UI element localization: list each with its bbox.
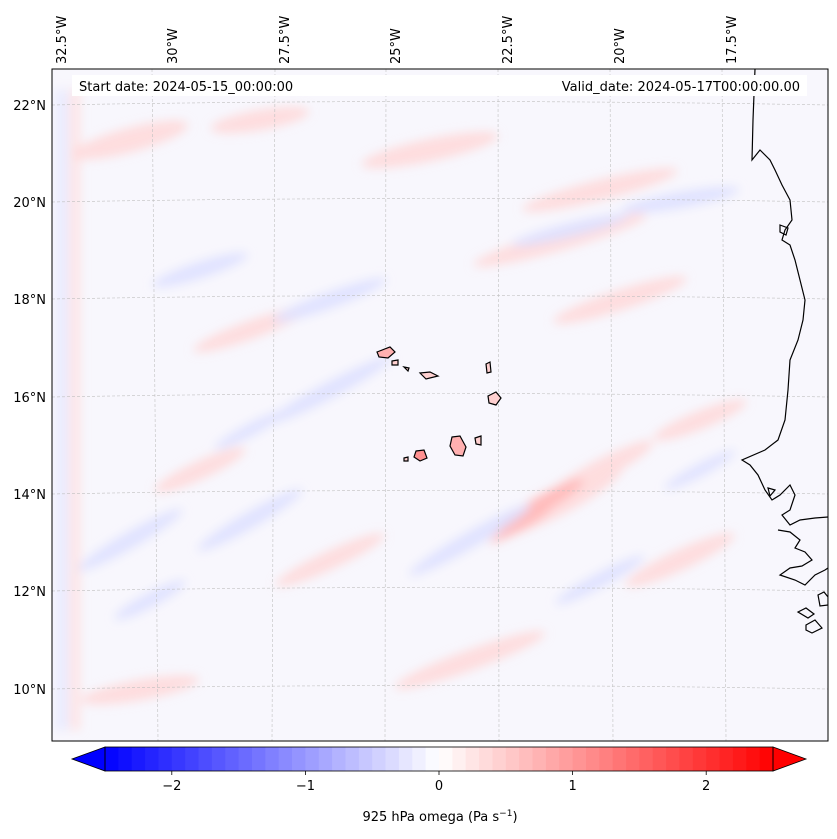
colorbar-cell [185,747,200,771]
colorbar-cell [358,747,373,771]
island-boa-vista[interactable] [487,391,502,406]
colorbar-cell [452,747,467,771]
graticule [52,69,828,741]
header-band [72,75,807,96]
colorbar-cell [265,747,280,771]
lat-tick-label: 12°N [13,585,46,600]
colorbar-cell [131,747,146,771]
island-sal[interactable] [485,361,492,374]
lon-tick-label: 32.5°W [55,16,70,64]
colorbar-tick-label: −2 [162,779,181,794]
island-santo-antao[interactable] [376,346,396,359]
colorbar-tick-label: −1 [296,779,315,794]
lat-tick-label: 16°N [13,391,46,406]
lon-tick-label: 20°W [613,28,628,64]
colorbar-cell [225,747,240,771]
colorbar-cell [585,747,600,771]
colorbar-cell [145,747,160,771]
island-fogo[interactable] [413,449,428,462]
cape-verde-islands[interactable] [376,346,502,462]
island-santa-luzia[interactable] [402,366,410,373]
lon-tick-label: 30°W [166,28,181,64]
colorbar-cell [492,747,507,771]
colorbar-tick-label: 1 [568,779,576,794]
island-santiago[interactable] [449,435,467,457]
colorbar-cell [732,747,747,771]
colorbar-cell [505,747,520,771]
colorbar-cell [639,747,654,771]
start-date-label: Start date: 2024-05-15_00:00:00 [79,80,293,95]
colorbar-cell [118,747,133,771]
colorbar-ticks: −2 −1 0 1 2 [162,771,710,794]
colorbar-cell [479,747,494,771]
lat-ticks: 22°N 20°N 18°N 16°N 14°N 12°N 10°N [13,99,46,698]
colorbar-cell [746,747,761,771]
colorbar-cell [626,747,640,771]
colorbar-cell [706,747,721,771]
colorbar-right-extend [772,746,808,772]
lat-tick-label: 18°N [13,293,46,308]
lon-tick-label: 27.5°W [278,16,293,64]
island-maio[interactable] [474,435,482,446]
colorbar-cell [238,747,253,771]
valid-date-label: Valid_date: 2024-05-17T00:00:00.00 [562,80,800,95]
colorbar-cell [652,747,667,771]
lat-tick-label: 10°N [13,683,46,698]
africa-coastline[interactable] [740,69,828,634]
colorbar-tick-label: 0 [435,779,443,794]
colorbar-cell [412,747,427,771]
colorbar-cell [158,747,173,771]
colorbar-cell [385,747,400,771]
colorbar-left-extend [70,746,106,772]
lon-tick-label: 25°W [389,28,404,64]
colorbar-label: 925 hPa omega (Pa s−1) [362,809,517,825]
island-brava[interactable] [403,456,409,462]
colorbar-cell [251,747,266,771]
colorbar-cell [612,747,627,771]
colorbar-cell [679,747,694,771]
colorbar-cell [465,747,480,771]
colorbar-cell [719,747,734,771]
colorbar-cell [532,747,547,771]
lat-tick-label: 20°N [13,196,46,211]
colorbar: −2 −1 0 1 2 925 hPa omega (Pa s−1) [70,746,808,825]
map-panel[interactable] [52,69,828,741]
lat-tick-label: 22°N [13,99,46,114]
lon-tick-label: 17.5°W [725,16,740,64]
colorbar-cell [759,747,774,771]
colorbar-cell [439,747,453,771]
colorbar-cell [198,747,213,771]
colorbar-cell [372,747,387,771]
map-background [52,69,828,741]
colorbar-cell [345,747,360,771]
map-frame [51,68,829,742]
colorbar-cell [292,747,306,771]
colorbar-cell [425,747,440,771]
island-sao-nicolau[interactable] [418,371,440,380]
colorbar-cell [211,747,226,771]
colorbar-cell [519,747,534,771]
colorbar-cell [666,747,681,771]
lat-tick-label: 14°N [13,488,46,503]
colorbar-cell [545,747,560,771]
colorbar-cell [599,747,614,771]
colorbar-cell [305,747,320,771]
colorbar-tick-label: 2 [702,779,710,794]
colorbar-cell [105,747,119,771]
colorbar-cell [318,747,333,771]
colorbar-cell [572,747,587,771]
lon-tick-label: 22.5°W [501,16,516,64]
island-sao-vicente[interactable] [391,359,399,366]
colorbar-cell [332,747,347,771]
colorbar-cell [278,747,293,771]
colorbar-cell [559,747,574,771]
colorbar-cell [692,747,707,771]
colorbar-cells [105,747,774,771]
colorbar-cell [171,747,186,771]
colorbar-cell [398,747,413,771]
lon-ticks: 32.5°W 30°W 27.5°W 25°W 22.5°W 20°W 17.5… [55,16,740,64]
